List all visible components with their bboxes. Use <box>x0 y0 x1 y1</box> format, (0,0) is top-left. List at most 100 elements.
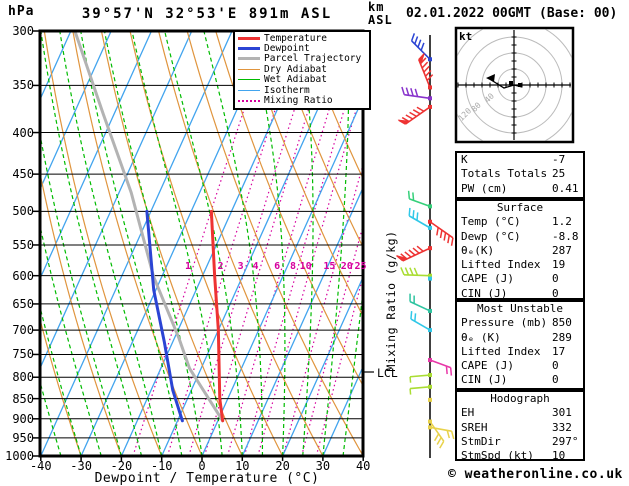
plot-shape <box>439 229 443 239</box>
pressure-tick-label: 1000 <box>5 449 34 463</box>
table-row-value: 17 <box>552 344 566 358</box>
wet-adiabat-line <box>322 32 350 455</box>
table-row-label: Dewp (°C) <box>461 229 521 243</box>
plot-shape <box>409 267 414 276</box>
legend-item-label: Wet Adiabat <box>264 74 327 86</box>
table-row-label: CAPE (J) <box>461 359 514 373</box>
table-row-value: 287 <box>552 243 572 257</box>
plot-shape <box>417 39 422 48</box>
wind-barb <box>428 425 455 440</box>
plot-shape <box>445 365 448 375</box>
plot-shape <box>410 386 431 390</box>
mixing-ratio-value-label: 3 <box>237 261 244 272</box>
wet-adiabat-line <box>104 32 203 455</box>
isotherm-line <box>41 32 233 455</box>
table-row: Lifted Index 19 <box>457 258 583 272</box>
wind-barb <box>395 245 432 262</box>
table-row-label: PW (cm) <box>461 181 508 195</box>
mixing-ratio-axis-label: Mixing Ratio (g/kg) <box>384 230 398 372</box>
wet-adiabat-line <box>249 32 286 455</box>
temperature-tick-label: 20 <box>275 459 290 473</box>
mixing-ratio-value-label: 1 <box>184 261 191 272</box>
plot-shape <box>436 227 439 236</box>
plot-shape <box>410 311 413 320</box>
legend-item-label: Isotherm <box>264 84 310 96</box>
table-row-label: θₑ(K) <box>461 243 495 257</box>
plot-shape <box>433 433 440 442</box>
wind-barb <box>428 358 453 376</box>
isotherm-line <box>242 189 362 455</box>
pressure-axis-unit-label: hPa <box>8 4 35 19</box>
plot-shape <box>423 65 430 73</box>
wind-barb <box>407 190 432 209</box>
table-row-value: 10 <box>552 449 566 463</box>
plot-shape <box>404 106 431 125</box>
table-row-value: 0.41 <box>552 181 579 195</box>
wind-barb <box>410 33 432 62</box>
legend-item-label: Parcel Trajectory <box>264 53 362 65</box>
wind-barb <box>408 207 432 230</box>
wind-barb <box>428 397 432 402</box>
plot-shape <box>416 245 424 252</box>
legend-line-sample <box>238 89 260 91</box>
plot-shape <box>409 376 412 383</box>
legend-item-label: Temperature <box>264 32 327 44</box>
plot-shape <box>409 111 417 118</box>
pressure-tick-label: 850 <box>12 391 34 406</box>
table-row-label: Temp (°C) <box>461 215 521 229</box>
plot-shape <box>447 235 450 244</box>
mixing-ratio-value-label: 20 <box>340 261 353 272</box>
pressure-tick-label: 950 <box>12 430 34 445</box>
isotherm-line <box>322 368 362 455</box>
table-row-label: Lifted Index <box>461 344 541 358</box>
table-row: CIN (J) 0 <box>457 373 583 387</box>
pressure-tick-label: 300 <box>12 24 34 38</box>
plot-shape <box>429 359 451 369</box>
altitude-axis-unit-label: km ASL <box>368 1 393 27</box>
plot-shape <box>405 87 410 96</box>
table-row-label: θₑ (K) <box>461 330 501 344</box>
temperature-tick-label: -30 <box>70 459 92 473</box>
wind-barb <box>428 276 432 281</box>
plot-shape <box>418 53 425 66</box>
pressure-tick-label: 900 <box>12 411 34 426</box>
wind-barb <box>400 267 432 278</box>
plot-shape <box>409 388 412 395</box>
plot-shape <box>397 119 411 125</box>
table-title: Hodograph <box>490 392 550 405</box>
table-title: Surface <box>496 201 544 214</box>
legend-item-label: Dewpoint <box>264 43 310 55</box>
plot-shape <box>424 69 432 77</box>
table-row-label: CAPE (J) <box>461 272 514 286</box>
table-row: PW (cm) 0.41 <box>457 182 583 196</box>
table-row: CIN (J) 0 <box>457 287 583 301</box>
legend-item: Dry Adiabat <box>238 64 367 75</box>
legend-item-label: Mixing Ratio <box>264 95 333 107</box>
table-row-value: 332 <box>552 420 572 434</box>
data-table: Most Unstable Pressure (mb) 850 θₑ (K) 289 Li… <box>455 300 585 390</box>
legend-item: Dewpoint <box>238 43 367 55</box>
temperature-tick-label: -20 <box>110 459 133 473</box>
wind-barb <box>409 293 432 313</box>
legend-line-sample <box>238 68 260 70</box>
plot-shape <box>414 313 417 322</box>
data-table: Surface Temp (°C) 1.2 Dewp (°C) -8.8 θₑ(K) 287… <box>455 199 585 300</box>
table-row: SREH 332 <box>457 421 583 435</box>
copyright: © weatheronline.co.uk <box>448 467 623 482</box>
table-row: StmDir 297° <box>457 435 583 449</box>
station-title: 39°57'N 32°53'E 891m ASL <box>81 6 333 22</box>
table-row-value: 0 <box>552 286 559 300</box>
plot-shape <box>408 215 431 229</box>
wet-adiabat-line <box>300 32 314 455</box>
data-table: Hodograph EH 301 SREH 332 StmDir 297° StmSpd (k… <box>455 390 585 463</box>
mixing-ratio-line <box>301 228 362 455</box>
mixing-ratio-value-label: 8 <box>289 261 297 272</box>
legend-item: Isotherm <box>238 84 367 96</box>
plot-shape <box>401 86 405 95</box>
plot-shape <box>405 114 414 120</box>
plot-shape <box>413 267 419 276</box>
table-row-label: CIN (J) <box>461 286 508 300</box>
mixing-ratio-value-label: 10 <box>299 261 312 272</box>
table-row: Temp (°C) 1.2 <box>457 215 583 229</box>
temperature-tick-label: -40 <box>29 459 52 473</box>
